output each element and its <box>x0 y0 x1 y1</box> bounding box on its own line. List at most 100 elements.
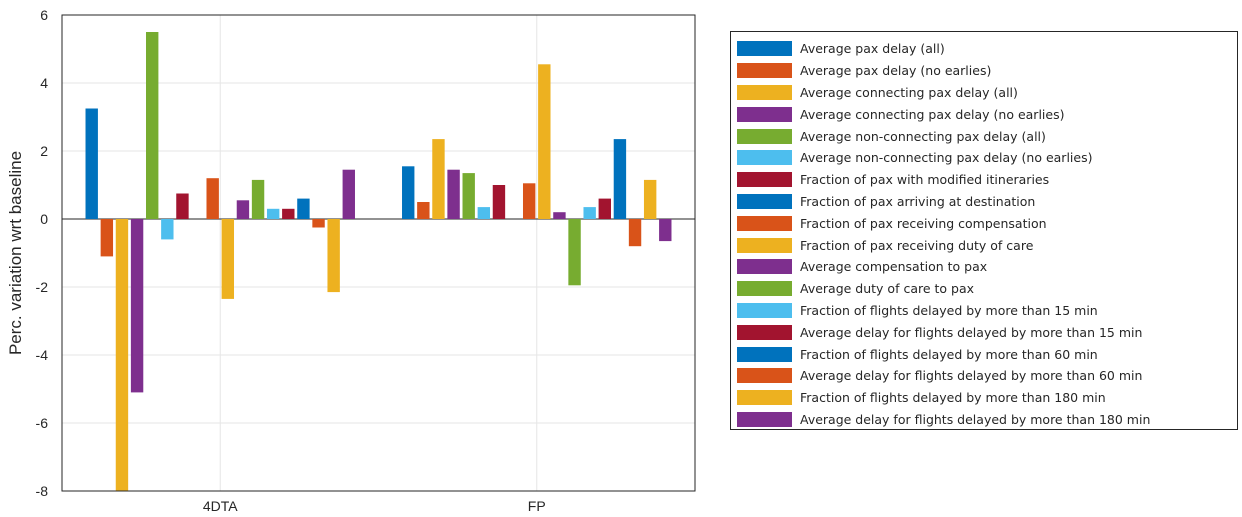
bar-4DTA-series-18 <box>342 169 355 219</box>
bar-FP-series-18 <box>659 219 672 242</box>
legend-label: Fraction of flights delayed by more than… <box>800 390 1106 406</box>
legend-label: Average delay for flights delayed by mor… <box>800 411 1151 427</box>
bar-FP-series-12 <box>568 219 581 286</box>
bar-FP-series-17 <box>643 179 657 219</box>
legend-label: Average connecting pax delay (all) <box>800 84 1018 100</box>
bar-chart: 6 4 2 0 -2 -4 -6 -8 4DTA FP Perc. variation wrt … <box>6 7 696 514</box>
legend-item: Fraction of pax with modified itinerarie… <box>737 169 1237 191</box>
legend-swatch <box>737 41 792 57</box>
bar-FP-series-16 <box>628 219 642 247</box>
legend-swatch <box>737 150 792 166</box>
legend-label: Average pax delay (all) <box>800 41 945 57</box>
legend-swatch <box>737 281 792 297</box>
bar-4DTA-series-7 <box>176 193 189 219</box>
bar-4DTA-series-11 <box>236 200 250 219</box>
y-tick-label: 4 <box>40 75 48 91</box>
bar-4DTA-series-17 <box>327 219 340 293</box>
x-tick-label: FP <box>528 498 546 514</box>
axes-box <box>61 14 696 492</box>
legend-label: Average connecting pax delay (no earlies… <box>800 106 1065 122</box>
legend-swatch <box>737 302 792 318</box>
bar-4DTA-series-1 <box>85 108 98 219</box>
legend-item: Average compensation to pax <box>737 256 1237 278</box>
x-tick-labels: 4DTA FP <box>203 498 546 514</box>
bar-FP-series-9 <box>522 183 536 219</box>
legend-swatch <box>737 63 792 79</box>
legend-item: Average non-connecting pax delay (no ear… <box>737 147 1237 169</box>
y-axis-label: Perc. variation wrt baseline <box>6 151 25 355</box>
bar-4DTA-series-2 <box>100 219 114 257</box>
legend-label: Fraction of pax with modified itinerarie… <box>800 172 1050 188</box>
legend-item: Average delay for flights delayed by mor… <box>737 365 1237 387</box>
legend-item: Average non-connecting pax delay (all) <box>737 125 1237 147</box>
bar-4DTA-series-13 <box>266 208 280 219</box>
legend-item: Average connecting pax delay (all) <box>737 82 1237 104</box>
y-tick-label: -8 <box>36 483 49 499</box>
legend-label: Fraction of pax receiving duty of care <box>800 237 1034 253</box>
legend-swatch <box>737 259 792 275</box>
legend-label: Fraction of pax arriving at destination <box>800 193 1036 209</box>
legend-swatch <box>737 128 792 144</box>
bar-FP-series-13 <box>583 207 596 219</box>
legend-label: Fraction of pax receiving compensation <box>800 215 1047 231</box>
bar-4DTA-series-12 <box>251 179 265 219</box>
legend-item: Average delay for flights delayed by mor… <box>737 321 1237 343</box>
legend-item: Average delay for flights delayed by mor… <box>737 409 1237 431</box>
legend-item: Fraction of pax arriving at destination <box>737 191 1237 213</box>
bar-4DTA-series-6 <box>161 219 174 240</box>
legend-swatch <box>737 193 792 209</box>
legend-item: Average duty of care to pax <box>737 278 1237 300</box>
legend-item: Average connecting pax delay (no earlies… <box>737 103 1237 125</box>
legend-label: Average delay for flights delayed by mor… <box>800 368 1143 384</box>
bar-4DTA-series-5 <box>146 32 159 219</box>
legend-swatch <box>737 346 792 362</box>
bar-FP-series-10 <box>538 64 551 219</box>
x-tick-label: 4DTA <box>203 498 238 514</box>
legend: Average pax delay (all) Average pax delay… <box>730 31 1238 430</box>
bar-FP-series-1 <box>402 166 415 219</box>
legend-swatch <box>737 411 792 427</box>
bar-FP-series-2 <box>417 202 430 219</box>
legend-label: Average duty of care to pax <box>800 281 975 297</box>
bar-FP-series-15 <box>613 139 627 219</box>
y-tick-label: -6 <box>36 415 49 431</box>
legend-swatch <box>737 324 792 340</box>
legend-swatch <box>737 172 792 188</box>
y-tick-label: -4 <box>36 347 49 363</box>
y-tick-label: 2 <box>40 143 48 159</box>
bar-FP-series-6 <box>477 207 491 219</box>
legend-swatch <box>737 368 792 384</box>
legend-swatch <box>737 390 792 406</box>
bar-4DTA-series-3 <box>115 219 129 491</box>
legend-item: Fraction of flights delayed by more than… <box>737 300 1237 322</box>
bar-4DTA-series-4 <box>130 219 144 393</box>
legend-label: Average pax delay (no earlies) <box>800 63 992 79</box>
bar-FP-series-4 <box>447 169 460 219</box>
legend-label: Average non-connecting pax delay (all) <box>800 128 1046 144</box>
legend-item: Average pax delay (all) <box>737 38 1237 60</box>
legend-item: Fraction of flights delayed by more than… <box>737 387 1237 409</box>
bar-FP-series-11 <box>553 212 566 219</box>
legend-label: Fraction of flights delayed by more than… <box>800 302 1098 318</box>
y-tick-labels: 6 4 2 0 -2 -4 -6 -8 <box>36 7 49 499</box>
legend-swatch <box>737 237 792 253</box>
bar-FP-series-5 <box>462 173 475 219</box>
y-tick-label: 6 <box>40 7 48 23</box>
legend-swatch <box>737 215 792 231</box>
legend-item: Average pax delay (no earlies) <box>737 60 1237 82</box>
y-tick-label: -2 <box>36 279 49 295</box>
bar-4DTA-series-10 <box>221 219 235 299</box>
legend-label: Average delay for flights delayed by mor… <box>800 324 1143 340</box>
bar-FP-series-14 <box>598 198 611 219</box>
y-tick-label: 0 <box>40 211 48 227</box>
legend-item: Fraction of pax receiving duty of care <box>737 234 1237 256</box>
bar-FP-series-3 <box>432 139 445 219</box>
bar-4DTA-series-15 <box>297 198 310 219</box>
legend-swatch <box>737 84 792 100</box>
bar-4DTA-series-16 <box>312 219 325 228</box>
bars-group <box>85 32 672 491</box>
bar-4DTA-series-9 <box>206 178 219 219</box>
bar-FP-series-7 <box>492 185 506 219</box>
legend-item: Fraction of pax receiving compensation <box>737 212 1237 234</box>
legend-item: Fraction of flights delayed by more than… <box>737 343 1237 365</box>
